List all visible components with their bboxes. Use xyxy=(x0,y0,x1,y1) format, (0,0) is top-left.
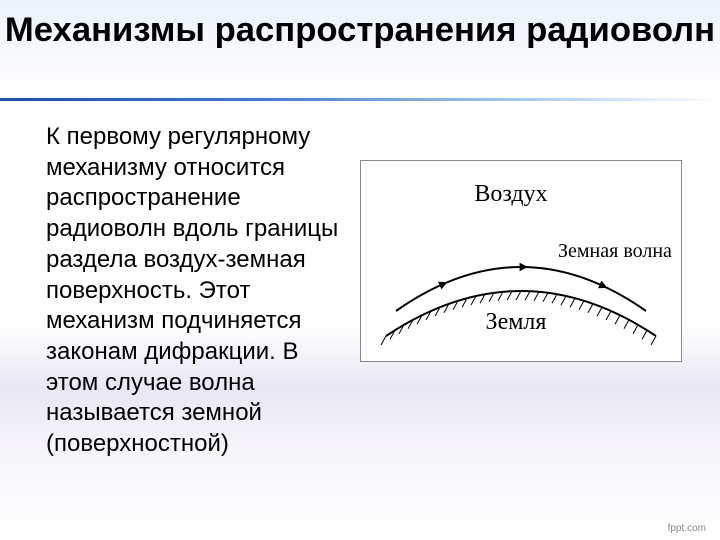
label-earth: Земля xyxy=(486,309,547,335)
label-earth-wave: Земная волна xyxy=(558,240,672,262)
slide-title: Механизмы распространения радиоволн xyxy=(0,10,720,52)
diagram-svg: Воздух Земная волна Земля xyxy=(361,161,681,361)
accent-line xyxy=(0,98,720,101)
body-text: К первому регулярному механизму относитс… xyxy=(46,122,346,460)
slide: Механизмы распространения радиоволн К пе… xyxy=(0,0,720,540)
wave-arc xyxy=(396,267,646,311)
ground-wave-diagram: Воздух Земная волна Земля xyxy=(360,160,682,362)
label-air: Воздух xyxy=(474,181,547,207)
footer-credit: fppt.com xyxy=(668,523,706,534)
